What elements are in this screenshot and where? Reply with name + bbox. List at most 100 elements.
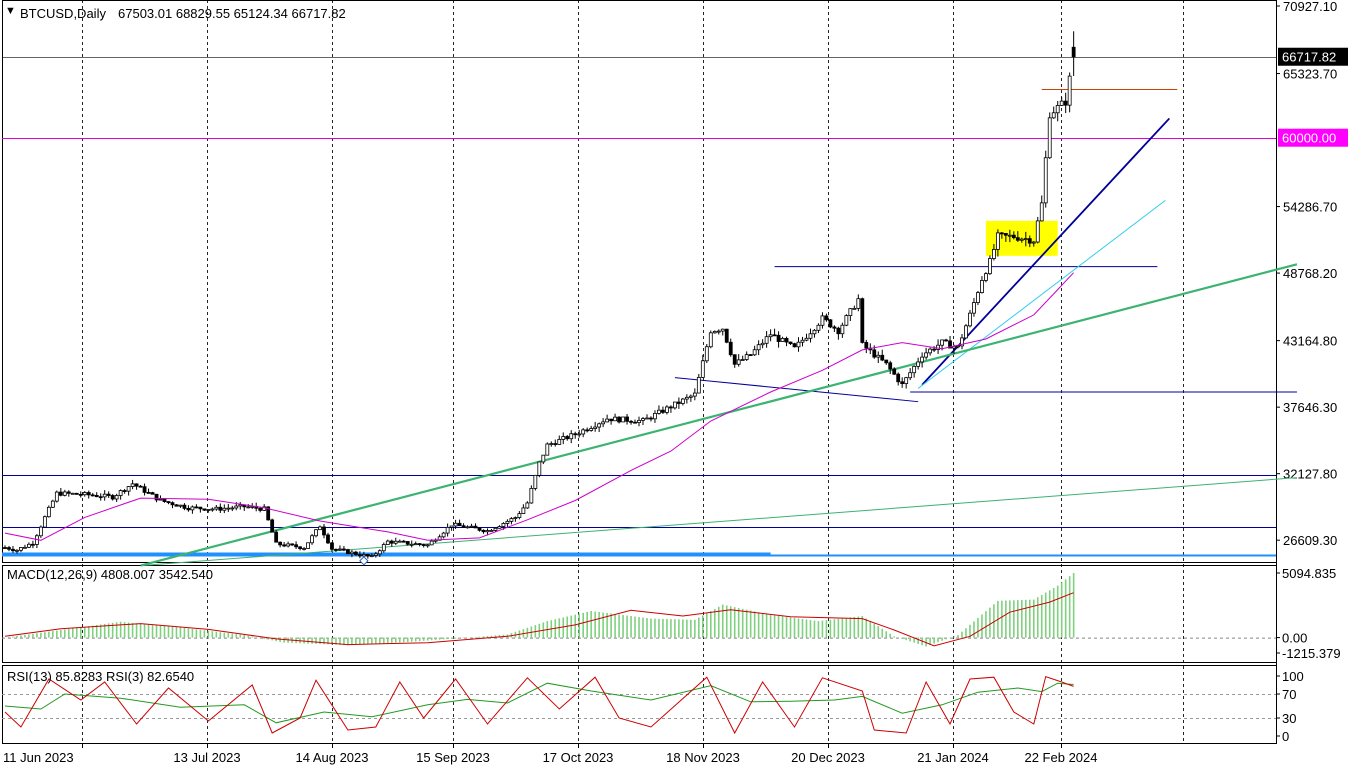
candle-body <box>413 543 418 546</box>
candle-body <box>517 513 522 518</box>
candle-body <box>545 443 550 456</box>
candle-body <box>27 543 31 548</box>
candle-body <box>569 433 574 440</box>
price-tick-label: 48768.20 <box>1283 266 1337 281</box>
candle-body <box>38 526 43 537</box>
candle-body <box>158 498 163 501</box>
candle-body <box>322 526 326 536</box>
candle-body <box>904 377 909 385</box>
candle-body <box>58 491 63 496</box>
candle-body <box>425 544 430 547</box>
candle-body <box>984 273 988 281</box>
candle-body <box>138 485 143 488</box>
trend-line <box>140 263 1298 567</box>
candle-body <box>561 436 566 440</box>
candle-body <box>477 527 482 531</box>
symbol-menu-icon[interactable]: ▼ <box>5 5 16 17</box>
candles-group <box>3 31 1076 559</box>
candle-body <box>756 344 761 351</box>
candle-body <box>900 381 905 385</box>
candle-body <box>226 507 231 510</box>
candle-body <box>613 416 617 422</box>
candle-body <box>350 551 354 555</box>
candle-body <box>724 328 729 343</box>
candle-body <box>1043 157 1048 204</box>
candle-body <box>976 292 980 303</box>
candle-body <box>708 332 713 348</box>
candle-body <box>1071 46 1076 58</box>
candle-body <box>497 526 502 529</box>
candle-body <box>1055 105 1060 114</box>
candle-body <box>796 341 801 348</box>
candle-body <box>848 308 853 316</box>
candle-body <box>130 483 135 487</box>
candle-body <box>282 544 287 547</box>
candle-body <box>238 504 243 507</box>
candle-body <box>118 490 123 496</box>
candle-body <box>968 312 972 327</box>
x-tick-label: 11 Jun 2023 <box>3 750 74 765</box>
x-tick-label: 15 Sep 2023 <box>416 750 490 765</box>
candle-body <box>688 395 693 398</box>
candle-body <box>621 416 625 423</box>
candle-body <box>980 280 984 294</box>
candle-body <box>302 548 306 550</box>
candle-body <box>920 356 925 363</box>
candle-body <box>3 547 7 549</box>
candle-body <box>728 341 733 356</box>
price-tick-label: 32127.80 <box>1283 467 1337 482</box>
candle-body <box>653 412 657 420</box>
candle-body <box>549 443 554 445</box>
candle-body <box>637 419 641 423</box>
candle-body <box>461 525 466 528</box>
price-badge-label: 60000.00 <box>1282 131 1336 146</box>
moving-average-line <box>4 272 1074 541</box>
candle-body <box>593 426 598 429</box>
candle-body <box>1015 237 1020 241</box>
candle-body <box>605 418 610 423</box>
candle-body <box>421 544 426 546</box>
candle-body <box>106 493 111 496</box>
candle-body <box>170 502 175 506</box>
candle-body <box>389 540 394 544</box>
candle-body <box>346 549 350 555</box>
candle-body <box>860 298 865 343</box>
candle-body <box>1051 112 1056 119</box>
candle-body <box>680 398 685 404</box>
candle-body <box>597 423 602 428</box>
last-price-badge <box>1278 47 1348 66</box>
candle-body <box>792 343 797 348</box>
candle-body <box>716 330 721 333</box>
candle-body <box>764 336 769 344</box>
candle-body <box>557 439 562 445</box>
panel-frame-1 <box>2 0 1277 563</box>
candle-body <box>342 548 346 551</box>
candle-body <box>617 416 621 423</box>
rsi-tick-label: 70 <box>1282 687 1296 702</box>
candle-body <box>684 396 689 400</box>
candle-body <box>661 409 665 413</box>
candle-body <box>585 429 590 432</box>
candle-body <box>445 526 450 534</box>
candle-body <box>66 491 71 494</box>
candle-body <box>784 338 789 343</box>
candle-body <box>641 418 645 421</box>
candle-body <box>330 542 334 550</box>
candle-body <box>298 546 302 549</box>
candle-body <box>493 527 498 531</box>
candle-body <box>1059 100 1064 106</box>
candle-body <box>924 352 929 358</box>
candle-body <box>537 461 542 476</box>
candle-body <box>936 344 940 350</box>
candle-body <box>334 548 338 551</box>
candle-body <box>828 319 833 328</box>
x-tick-label: 13 Jul 2023 <box>173 750 240 765</box>
price-badge-label: 66717.82 <box>1282 50 1336 65</box>
candle-body <box>102 493 107 498</box>
candle-body <box>473 525 478 529</box>
candle-body <box>872 349 877 358</box>
rsi-tick-label: 30 <box>1282 711 1296 726</box>
candle-body <box>808 333 813 339</box>
candle-body <box>964 325 968 339</box>
candle-body <box>194 506 199 509</box>
